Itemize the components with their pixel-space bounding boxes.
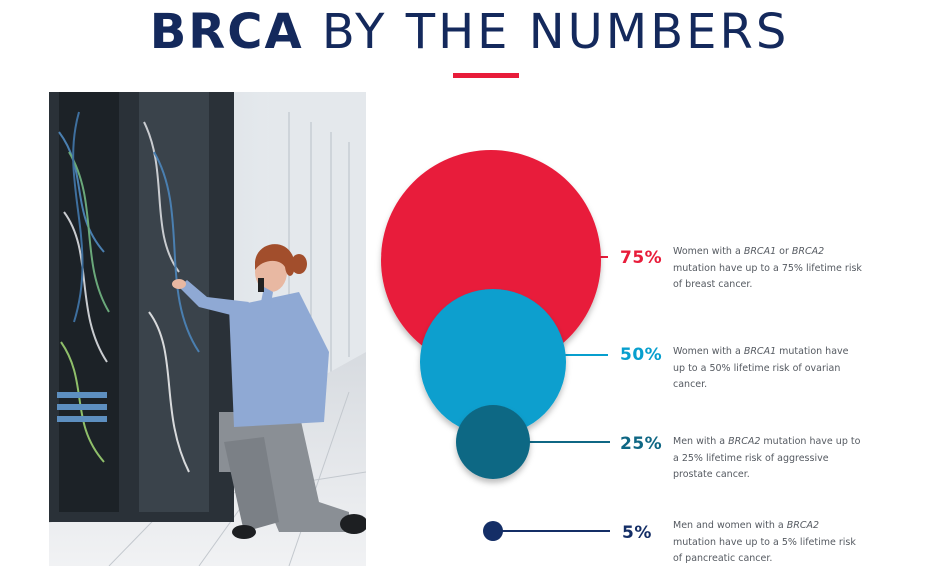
title-underline xyxy=(453,73,519,78)
stat-description-50: Women with a BRCA1 mutation have up to a… xyxy=(673,344,863,394)
stat-description-25: Men with a BRCA2 mutation have up to a 2… xyxy=(673,434,863,484)
desc-5-part-c: mutation have up to a 5% lifetime risk o… xyxy=(673,536,856,565)
circle-50 xyxy=(420,289,566,435)
stat-description-75: Women with a BRCA1 or BRCA2 mutation hav… xyxy=(673,244,863,294)
desc-5-part-a: Men and women with a xyxy=(673,520,787,531)
circle-5 xyxy=(483,521,503,541)
title-by-the-numbers: BY THE NUMBERS xyxy=(321,4,790,60)
stat-percent-25: 25% xyxy=(620,434,663,454)
desc-75-part-c: or xyxy=(776,246,792,257)
page-title: BRCA BY THE NUMBERS xyxy=(0,2,939,62)
stat-percent-50: 50% xyxy=(620,345,663,365)
desc-75-gene-a: BRCA1 xyxy=(743,246,777,257)
desc-75-part-e: mutation have up to a 75% lifetime risk … xyxy=(673,262,862,291)
circle-25 xyxy=(456,405,530,479)
desc-25-part-a: Men with a xyxy=(673,436,729,447)
percentage-bubble-graphic xyxy=(381,150,610,541)
desc-50-part-c: mutation have up to a 50% lifetime risk … xyxy=(673,346,849,390)
desc-5-gene: BRCA2 xyxy=(786,520,820,531)
desc-50-gene: BRCA1 xyxy=(743,346,777,357)
stat-description-5: Men and women with a BRCA2 mutation have… xyxy=(673,518,863,568)
desc-50-part-a: Women with a xyxy=(673,346,744,357)
stat-percent-75: 75% xyxy=(620,248,663,268)
desc-25-part-c: mutation have up to a 25% lifetime risk … xyxy=(673,436,861,480)
desc-25-gene: BRCA2 xyxy=(728,436,761,447)
server-room-photo xyxy=(49,92,366,566)
desc-75-gene-b: BRCA2 xyxy=(791,246,825,257)
title-brca: BRCA xyxy=(149,4,304,60)
desc-75-part-a: Women with a xyxy=(673,246,744,257)
stat-percent-5: 5% xyxy=(622,523,652,543)
